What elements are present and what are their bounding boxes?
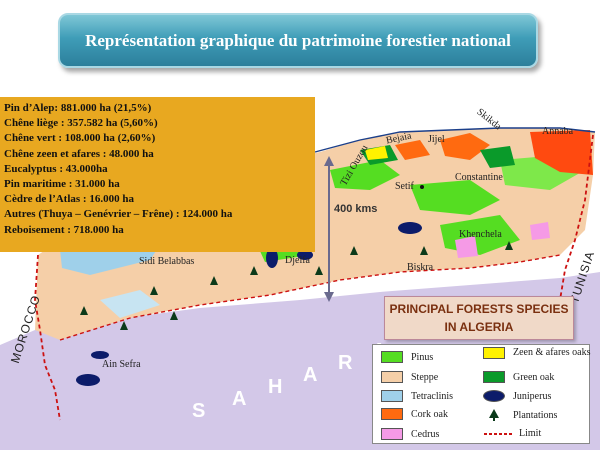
plantations (80, 241, 513, 333)
zeen-oak-swatch (483, 347, 505, 359)
legend-label: Zeen & afares oaks (513, 347, 591, 358)
stat-aleppo-pine: Pin d’Alep: 881.000 ha (21,5%) (4, 102, 152, 114)
stat-maritime-pine: Pin maritime : 31.000 ha (4, 178, 120, 191)
stat-atlas-cedar: Cèdre de l’Atlas : 16.000 ha (4, 193, 134, 206)
place-annaba: Annaba (542, 126, 574, 137)
tetraclinis-swatch (381, 390, 403, 402)
juniperus-area (297, 250, 313, 260)
legend-item-juniperus: Juniperus (483, 390, 551, 402)
cork-oak-area (440, 133, 490, 160)
steppe-swatch (381, 371, 403, 383)
legend-label: Steppe (411, 371, 439, 383)
sahara-letter: H (268, 376, 283, 398)
steppe-area (35, 128, 595, 340)
pinus-swatch (381, 351, 403, 363)
stat-cork-oak: Chêne liège : 357.582 ha (5,60%) (4, 117, 158, 130)
tree-icon (489, 409, 499, 421)
juniperus-area (76, 374, 100, 386)
juniperus-area (91, 351, 109, 359)
legend-item-limit: Limit (483, 428, 541, 439)
cork-oak-area (530, 130, 593, 175)
cedrus-area (455, 236, 478, 258)
limit-line-icon (484, 432, 512, 435)
cedrus-area (530, 222, 550, 240)
legend-item-zeen-afares: Zeen & afares oaks (483, 347, 593, 359)
legend-label: Juniperus (513, 390, 552, 402)
forest-stats-panel: Pin d’Alep: 881.000 ha (21,5%) Chêne liè… (0, 97, 315, 252)
tetraclinis-area (100, 290, 160, 318)
sahara-letter: S (192, 400, 206, 422)
place-sidi-belabbas: Sidi Belabbas (139, 256, 195, 267)
place-ain-sefra: Ain Sefra (102, 359, 141, 370)
limit-line (59, 254, 561, 341)
stat-others: Autres (Thuya – Genévrier – Frêne) : 124… (4, 208, 233, 221)
legend-item-green-oak: Green oak (483, 371, 554, 383)
legend-label: Cork oak (411, 408, 448, 420)
green-oak-area (480, 146, 515, 168)
legend-label: Limit (519, 428, 542, 439)
legend-item-cedrus: Cedrus (381, 428, 439, 440)
place-khenchela: Khenchela (459, 229, 502, 240)
legend-title-line1: PRINCIPAL FORESTS SPECIES (389, 302, 569, 316)
legend-title: PRINCIPAL FORESTS SPECIES IN ALGERIA (384, 296, 574, 340)
place-jijel: Jijel (428, 134, 445, 145)
morocco-border (34, 254, 61, 421)
sahara-letter: A (232, 388, 247, 410)
legend-label: Green oak (513, 371, 555, 383)
legend: Pinus Steppe Tetraclinis Cork oak Cedrus… (372, 344, 590, 444)
legend-label: Tetraclinis (411, 390, 454, 402)
coastline (314, 127, 596, 153)
green-oak-swatch (483, 371, 505, 383)
place-constantine: Constantine (455, 172, 503, 183)
cork-oak-area (395, 140, 430, 160)
juniperus-swatch (483, 390, 505, 402)
stat-zeen-oak: Chêne zeen et afares : 48.000 ha (4, 147, 154, 160)
legend-item-pinus: Pinus (381, 351, 433, 363)
juniperus-area (266, 248, 278, 268)
stat-green-oak: Chêne vert : 108.000 ha (2,60%) (4, 132, 156, 145)
legend-item-tetraclinis: Tetraclinis (381, 390, 453, 402)
city-dot (420, 185, 424, 189)
cork-oak-swatch (381, 408, 403, 420)
sahara-letter: A (303, 364, 318, 386)
stat-eucalyptus: Eucalyptus : 43.000ha (4, 162, 108, 175)
legend-label: Pinus (411, 351, 434, 363)
pinus-area (330, 160, 400, 190)
legend-item-steppe: Steppe (381, 371, 438, 383)
legend-label: Cedrus (411, 428, 440, 440)
place-biskra: Biskra (407, 262, 434, 273)
legend-label: Plantations (513, 409, 558, 421)
tunisia-border (559, 134, 594, 301)
place-djelfa: Djelfa (285, 255, 310, 266)
cedrus-swatch (381, 428, 403, 440)
zeen-oak-area (365, 146, 388, 160)
stat-reforestation: Reboisement : 718.000 ha (4, 223, 124, 236)
legend-item-cork-oak: Cork oak (381, 408, 448, 420)
legend-item-plantations: Plantations (483, 408, 557, 422)
legend-title-line2: IN ALGERIA (444, 320, 514, 334)
distance-label: 400 kms (334, 203, 378, 215)
pinus-area (410, 180, 500, 215)
juniperus-area (398, 222, 422, 234)
sahara-letter: R (338, 352, 353, 374)
place-setif: Setif (395, 181, 414, 192)
page-title: Représentation graphique du patrimoine f… (58, 13, 538, 68)
